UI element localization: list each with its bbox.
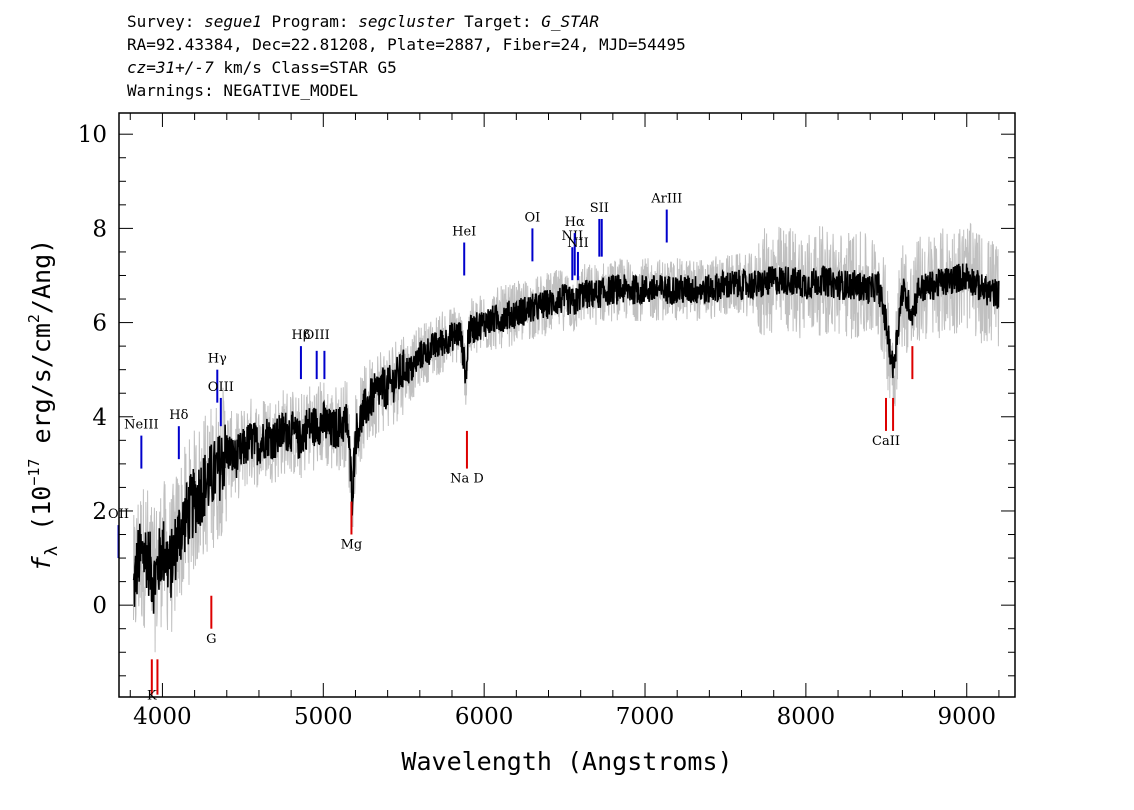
target-value: G_STAR	[541, 12, 600, 31]
line-label: Hδ	[169, 408, 188, 423]
plot-border	[118, 112, 1016, 698]
y-axis-label: fλ (10−17 erg/s/cm2/Ang)	[25, 239, 62, 571]
line-label: ArIII	[650, 191, 682, 206]
x-tick-label: 5000	[294, 704, 353, 730]
line-label: NII	[567, 236, 589, 251]
x-tick-label: 9000	[937, 704, 996, 730]
line-label: OIII	[208, 380, 234, 395]
spectrum-header: Survey: segue1 Program: segcluster Targe…	[127, 10, 686, 102]
line-label: Na D	[450, 472, 484, 487]
program-value: segcluster	[358, 12, 455, 31]
header-line-survey: Survey: segue1 Program: segcluster Targe…	[127, 10, 686, 33]
axis-ticks: 4000 5000 6000 7000 8000 9000 0 2 4 6 8 10	[78, 113, 1015, 730]
line-label: OIII	[304, 328, 330, 343]
y-tick-label: 6	[92, 311, 107, 337]
line-label: Mg	[341, 538, 363, 553]
line-label: Hβ	[292, 328, 311, 343]
x-axis-label: Wavelength (Angstroms)	[401, 747, 732, 776]
y-tick-label: 0	[92, 593, 107, 619]
line-label: Hα	[565, 215, 585, 230]
line-label: CaII	[872, 434, 900, 449]
program-label: Program:	[261, 12, 359, 31]
class-value: km/s Class=STAR G5	[213, 58, 397, 77]
header-line-warnings: Warnings: NEGATIVE_MODEL	[127, 81, 359, 100]
line-label: K	[147, 688, 157, 703]
redshift-value: cz=31+/-7	[127, 58, 214, 77]
y-tick-label: 10	[78, 122, 107, 148]
header-line-redshift: cz=31+/-7 km/s Class=STAR G5	[127, 56, 686, 79]
survey-label: Survey:	[127, 12, 205, 31]
x-tick-label: 4000	[133, 704, 192, 730]
x-tick-label: 6000	[455, 704, 514, 730]
target-label: Target:	[454, 12, 542, 31]
line-label: HeI	[452, 224, 476, 239]
line-label: OI	[525, 210, 541, 225]
line-label: Hγ	[208, 352, 227, 367]
flux-line	[132, 263, 1000, 614]
flux-series	[132, 263, 1000, 614]
y-tick-label: 2	[92, 499, 107, 525]
y-tick-label: 8	[92, 216, 107, 242]
line-label: G	[206, 632, 216, 647]
y-tick-label: 4	[92, 405, 107, 431]
header-line-coordinates: RA=92.43384, Dec=22.81208, Plate=2887, F…	[127, 35, 686, 54]
line-label: SII	[590, 201, 609, 216]
plot-frame	[118, 112, 1016, 698]
line-label: NeIII	[124, 418, 158, 433]
x-tick-label: 7000	[616, 704, 675, 730]
survey-value: segue1	[204, 12, 262, 31]
x-tick-label: 8000	[777, 704, 836, 730]
line-label: NII	[561, 229, 583, 244]
